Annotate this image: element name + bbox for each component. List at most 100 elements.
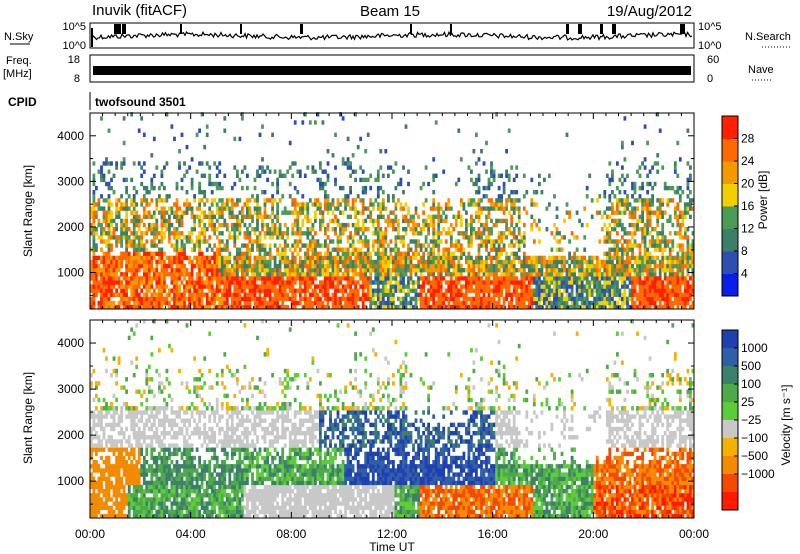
heatmap-cell xyxy=(442,296,446,302)
heatmap-cell xyxy=(588,173,592,178)
heatmap-cell xyxy=(105,276,108,281)
heatmap-cell xyxy=(379,288,383,293)
heatmap-cell xyxy=(618,218,622,224)
heatmap-cell xyxy=(487,288,491,293)
heatmap-cell xyxy=(112,231,116,236)
heatmap-cell xyxy=(316,263,320,269)
heatmap-cell xyxy=(122,177,126,183)
heatmap-cell xyxy=(643,231,647,236)
heatmap-cell xyxy=(611,177,614,183)
heatmap-cell xyxy=(465,292,468,297)
heatmap-cell xyxy=(281,304,285,310)
heatmap-cell xyxy=(339,259,342,265)
heatmap-cell xyxy=(125,276,128,281)
heatmap-cell xyxy=(137,214,141,219)
heatmap-cell xyxy=(510,202,514,207)
heatmap-cell xyxy=(308,247,312,252)
heatmap-cell xyxy=(683,263,687,269)
heatmap-cell xyxy=(190,185,194,191)
heatmap-cell xyxy=(369,251,373,256)
heatmap-cell xyxy=(651,235,654,240)
heatmap-cell xyxy=(246,259,249,265)
heatmap-cell xyxy=(142,284,146,289)
heatmap-cell xyxy=(452,296,456,302)
heatmap-cell xyxy=(681,214,685,219)
heatmap-cell xyxy=(193,263,196,269)
heatmap-cell xyxy=(281,300,285,306)
heatmap-cell xyxy=(100,235,103,240)
heatmap-cell xyxy=(314,251,317,256)
heatmap-cell xyxy=(646,231,649,236)
heatmap-cell xyxy=(253,288,257,293)
heatmap-cell xyxy=(329,239,332,244)
heatmap-cell xyxy=(633,190,637,195)
heatmap-cell xyxy=(603,235,607,240)
heatmap-cell xyxy=(117,235,121,240)
heatmap-cell xyxy=(178,268,181,273)
heatmap-cell xyxy=(142,255,146,261)
heatmap-cell xyxy=(563,304,566,310)
heatmap-cell xyxy=(92,272,96,277)
heatmap-cell xyxy=(356,280,360,285)
heatmap-cell xyxy=(92,255,96,261)
heatmap-cell xyxy=(447,284,451,289)
heatmap-cell xyxy=(311,268,315,273)
heatmap-cell xyxy=(107,161,111,166)
heatmap-cell xyxy=(381,268,385,273)
heatmap-cell xyxy=(120,296,123,302)
heatmap-cell xyxy=(241,284,244,289)
heatmap-cell xyxy=(273,288,277,293)
heatmap-cell xyxy=(437,263,441,269)
heatmap-cell xyxy=(256,210,259,215)
heatmap-cell xyxy=(631,194,634,199)
heatmap-cell xyxy=(306,206,310,211)
heatmap-cell xyxy=(251,214,254,219)
heatmap-cell xyxy=(492,280,496,285)
heatmap-cell xyxy=(399,181,403,187)
heatmap-cell xyxy=(246,214,249,219)
heatmap-cell xyxy=(236,247,239,252)
heatmap-cell xyxy=(173,227,176,232)
heatmap-cell xyxy=(261,169,264,174)
heatmap-cell xyxy=(641,231,644,236)
heatmap-cell xyxy=(381,288,385,293)
heatmap-cell xyxy=(495,280,498,285)
heatmap-cell xyxy=(268,169,272,174)
heatmap-cell xyxy=(497,288,501,293)
heatmap-cell xyxy=(613,284,617,289)
heatmap-cell xyxy=(605,292,609,297)
heatmap-cell xyxy=(198,231,201,236)
heatmap-cell xyxy=(444,218,448,224)
heatmap-cell xyxy=(560,304,564,310)
heatmap-cell xyxy=(477,251,481,256)
heatmap-cell xyxy=(394,288,398,293)
heatmap-cell xyxy=(437,202,441,207)
heatmap-cell xyxy=(646,247,649,252)
heatmap-cell xyxy=(648,231,652,236)
heatmap-cell xyxy=(449,206,453,211)
heatmap-cell xyxy=(220,214,224,219)
heatmap-cell xyxy=(369,300,373,306)
heatmap-cell xyxy=(490,268,493,273)
heatmap-cell xyxy=(236,288,239,293)
heatmap-cell xyxy=(427,276,430,281)
heatmap-cell xyxy=(286,304,290,310)
heatmap-cell xyxy=(651,210,654,215)
heatmap-cell xyxy=(417,222,420,228)
heatmap-cell xyxy=(341,255,345,261)
heatmap-cell xyxy=(241,116,244,121)
heatmap-cell xyxy=(286,259,290,265)
heatmap-cell xyxy=(502,185,506,191)
heatmap-cell xyxy=(641,239,644,244)
heatmap-cell xyxy=(178,284,181,289)
heatmap-cell xyxy=(389,296,393,302)
heatmap-cell xyxy=(588,280,592,285)
heatmap-cell xyxy=(314,247,317,252)
heatmap-cell xyxy=(263,288,267,293)
heatmap-cell xyxy=(608,239,612,244)
heatmap-cell xyxy=(140,259,144,265)
heatmap-cell xyxy=(298,288,302,293)
heatmap-cell xyxy=(90,501,93,506)
heatmap-cell xyxy=(349,304,352,310)
heatmap-cell xyxy=(233,272,237,277)
